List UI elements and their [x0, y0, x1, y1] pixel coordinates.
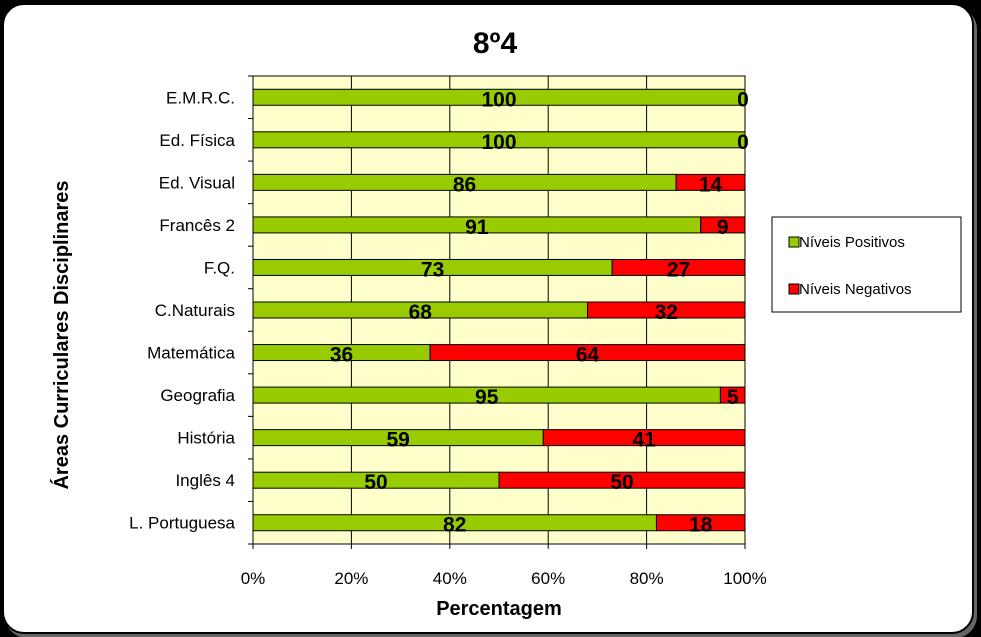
x-tick-label: 60% — [531, 569, 565, 588]
x-tick-label: 100% — [723, 569, 766, 588]
x-tick-label: 80% — [630, 569, 664, 588]
data-label-negative: 9 — [717, 216, 729, 239]
category-label: L. Portuguesa — [129, 514, 235, 533]
x-tick-label: 20% — [334, 569, 368, 588]
data-labels: 100 0 100 0 86 14 91 9 73 27 68 32 36 64 95 5 59 41 50 50 82… — [330, 88, 749, 536]
bar-negative — [655, 514, 746, 532]
data-label-negative: 27 — [667, 258, 690, 281]
legend-label-positive: Níveis Positivos — [799, 234, 905, 251]
legend-swatch-positive — [788, 236, 800, 248]
category-label: Matemática — [147, 344, 235, 363]
bar-positive — [252, 131, 746, 149]
y-axis-title: Áreas Curriculares Disciplinares — [50, 180, 73, 489]
category-label: Ed. Física — [159, 131, 235, 150]
category-labels: E.M.R.C. Ed. Física Ed. Visual Francês 2 F.Q… — [129, 88, 235, 532]
bar-negative — [498, 471, 746, 489]
chart-title: 8º4 — [473, 27, 518, 60]
data-label-positive: 36 — [330, 344, 353, 367]
category-label: Inglês 4 — [175, 471, 235, 490]
data-label-negative: 5 — [727, 386, 739, 409]
data-label-negative: 18 — [689, 514, 713, 537]
data-label-positive: 82 — [443, 514, 466, 537]
data-label-negative: 14 — [699, 173, 723, 196]
x-tick-labels: 0% 20% 40% 60% 80% 100% — [241, 569, 767, 588]
bar-negative — [587, 301, 746, 319]
category-label: História — [177, 429, 235, 448]
x-tick-label: 0% — [241, 569, 266, 588]
x-tick-label: 40% — [433, 569, 467, 588]
category-label: F.Q. — [204, 258, 235, 277]
bar-positive — [252, 88, 746, 106]
data-label-positive: 100 — [481, 131, 516, 154]
category-label: Geografia — [160, 386, 235, 405]
data-label-positive: 100 — [481, 88, 516, 111]
x-axis-title: Percentagem — [436, 598, 562, 620]
bar-negative — [542, 429, 746, 447]
data-label-negative: 32 — [655, 301, 678, 324]
data-label-negative: 50 — [610, 471, 633, 494]
legend-swatch-negative — [788, 283, 800, 295]
legend-box — [771, 216, 962, 313]
category-label: C.Naturais — [155, 301, 235, 320]
bar-negative — [700, 216, 746, 234]
bar-negative — [675, 173, 746, 191]
data-label-positive: 95 — [475, 386, 499, 409]
data-label-positive: 50 — [364, 471, 387, 494]
data-label-positive: 91 — [465, 216, 489, 239]
legend: Níveis Positivos Níveis Negativos — [771, 216, 962, 313]
category-label: Ed. Visual — [159, 173, 235, 192]
bars — [252, 88, 746, 532]
bar-negative — [719, 386, 746, 404]
data-label-negative: 64 — [576, 344, 600, 367]
data-label-positive: 73 — [421, 258, 444, 281]
data-label-positive: 59 — [386, 429, 409, 452]
category-label: E.M.R.C. — [166, 88, 235, 107]
data-label-negative: 0 — [737, 88, 749, 111]
data-label-positive: 68 — [409, 301, 433, 324]
data-label-negative: 0 — [737, 131, 749, 154]
category-label: Francês 2 — [159, 216, 235, 235]
bar-negative — [611, 258, 746, 276]
data-label-positive: 86 — [453, 173, 476, 196]
data-label-negative: 41 — [632, 429, 656, 452]
legend-label-negative: Níveis Negativos — [799, 281, 912, 298]
bar-negative — [429, 344, 746, 362]
